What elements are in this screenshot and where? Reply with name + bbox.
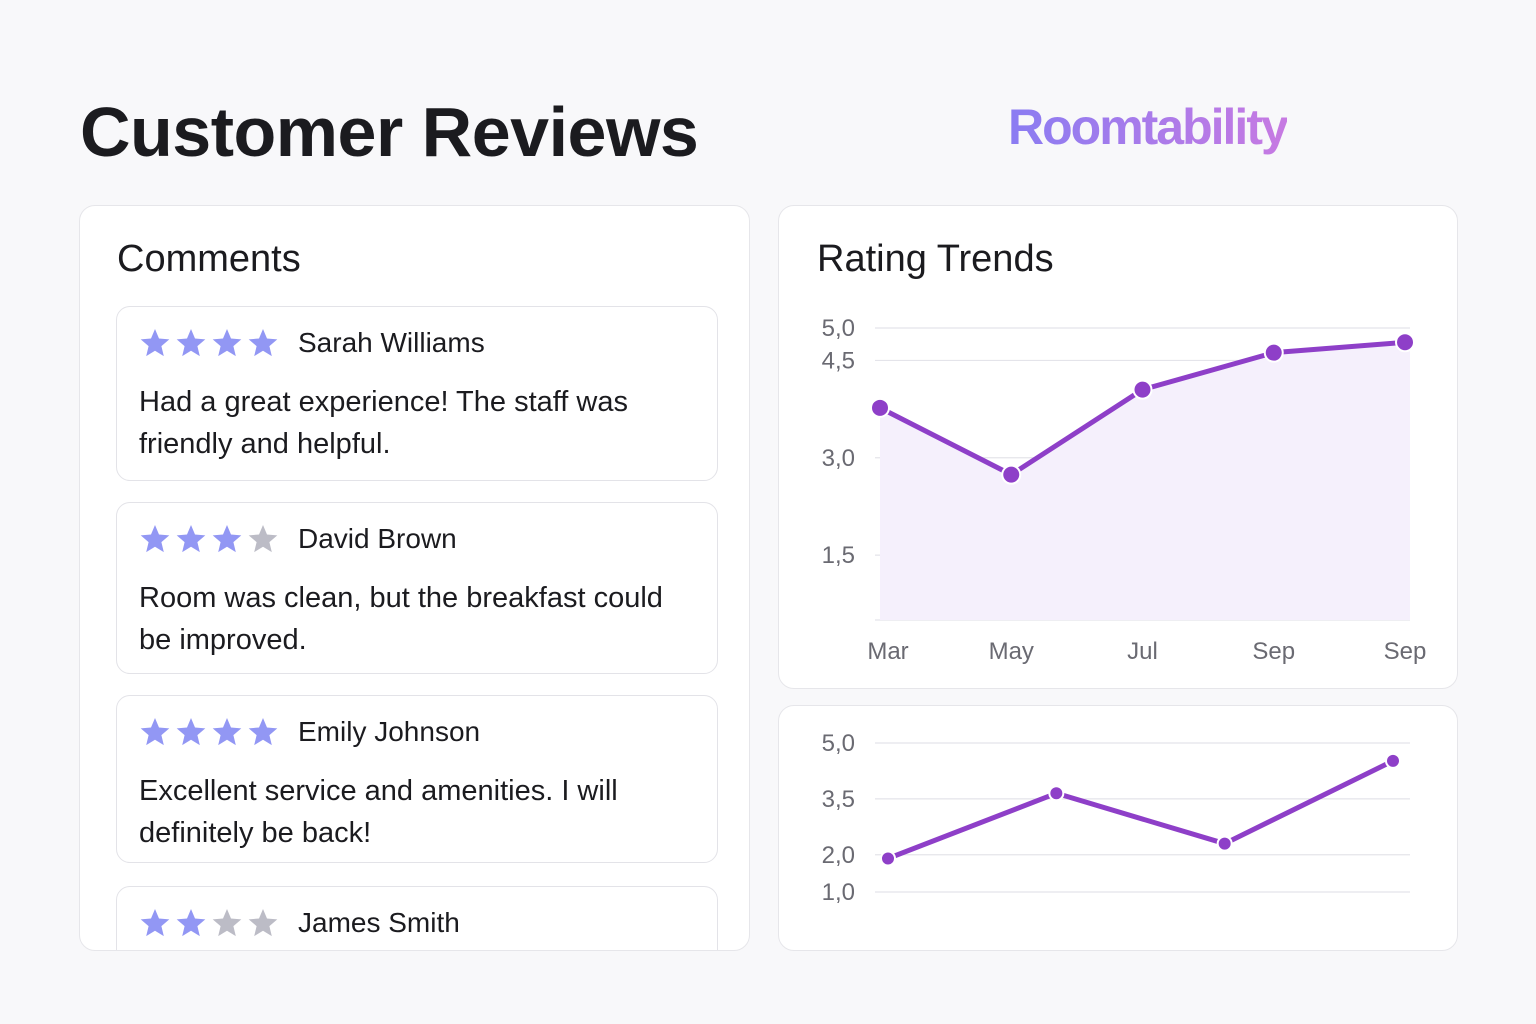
y-tick-label: 5,0 [822, 730, 855, 757]
star-rating [140, 909, 278, 937]
star [212, 909, 242, 937]
comments-card: Comments Sarah Williams Had a great exper… [79, 205, 750, 951]
comment-card: Sarah Williams Had a great experience! Th… [116, 306, 718, 481]
logo: Roomtability [1008, 99, 1289, 155]
point [1216, 835, 1233, 852]
y-tick-label: 1,0 [822, 879, 855, 906]
x-tick-label: Sep [1252, 638, 1295, 665]
y-tick-label: 2,0 [822, 842, 855, 869]
comment-card: James Smith [116, 886, 718, 950]
point [1395, 332, 1415, 353]
star [248, 525, 278, 553]
y-tick-label: 3,0 [822, 445, 855, 472]
chart-title: Rating Trends [817, 238, 1054, 280]
star [212, 525, 242, 553]
star [248, 909, 278, 937]
star-rating [140, 525, 278, 553]
y-tick-label: 5,0 [822, 315, 855, 342]
point [870, 397, 890, 418]
area [880, 342, 1410, 620]
comment-card: Emily Johnson Excellent service and ameni… [116, 695, 718, 863]
line [887, 758, 1395, 861]
star [176, 718, 206, 746]
star [176, 909, 206, 937]
reviewer-name: Emily Johnson [298, 716, 481, 747]
star [248, 718, 278, 746]
comment-text: Room was clean, but the breakfast could … [139, 582, 663, 656]
comment-card: David Brown Room was clean, but the break… [116, 502, 718, 674]
x-tick-label: May [989, 638, 1034, 665]
point [880, 850, 896, 867]
star [212, 718, 242, 746]
point [1263, 342, 1284, 363]
y-tick-label: 1,5 [822, 542, 855, 569]
y-tick-label: 3,5 [822, 786, 855, 813]
point [1048, 785, 1065, 802]
star [176, 329, 206, 357]
x-tick-label: Sep [1384, 638, 1427, 665]
point [1132, 379, 1153, 400]
trend-card-2 [778, 705, 1458, 951]
star [140, 329, 170, 357]
x-tick-label: Jul [1127, 638, 1158, 665]
star [176, 525, 206, 553]
star [212, 329, 242, 357]
reviewer-name: Sarah Williams [298, 327, 485, 358]
star-rating [140, 718, 278, 746]
star [140, 909, 170, 937]
x-tick-label: Mar [867, 638, 908, 665]
star-rating [140, 329, 278, 357]
point [1001, 464, 1022, 485]
star [140, 525, 170, 553]
star [248, 329, 278, 357]
comment-text: Had a great experience! The staff was fr… [139, 386, 628, 460]
page-title: Customer Reviews [80, 93, 699, 171]
y-tick-label: 4,5 [822, 347, 855, 374]
reviewer-name: James Smith [298, 907, 460, 938]
star [140, 718, 170, 746]
comment-text: Excellent service and amenities. I will … [139, 775, 618, 849]
comments-title: Comments [117, 238, 301, 280]
reviewer-name: David Brown [298, 523, 457, 554]
point [1385, 752, 1401, 769]
